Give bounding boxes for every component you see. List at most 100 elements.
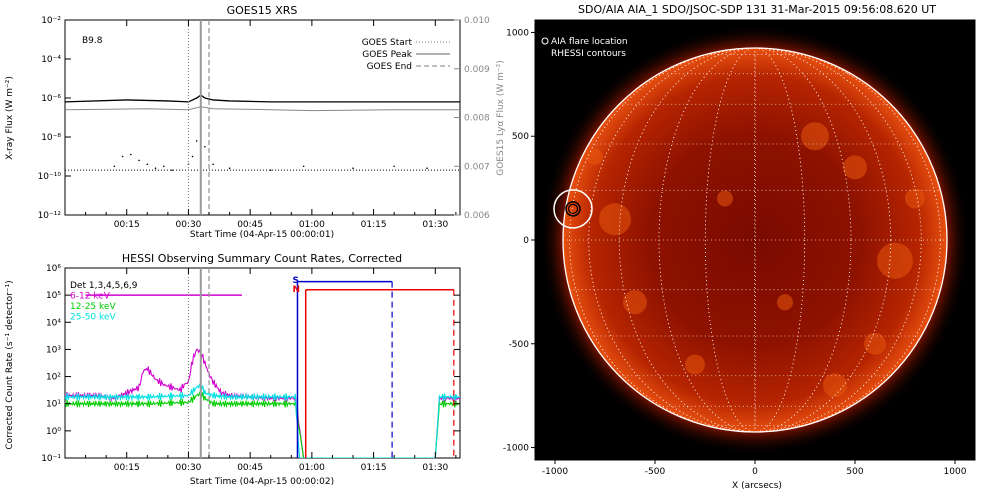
hessi-xtick-label: 00:45 xyxy=(237,463,263,473)
aia-xtick-label: -1000 xyxy=(542,467,568,477)
rhessi-contour xyxy=(567,203,579,214)
hessi-marker-s: S xyxy=(293,276,299,286)
goes-scatter-point xyxy=(426,167,428,169)
hessi-ytick-label: 10¹ xyxy=(46,400,61,410)
goes-xtick-label: 01:30 xyxy=(422,220,448,230)
aia-title: SDO/AIA AIA_1 SDO/JSOC-SDP 131 31-Mar-20… xyxy=(578,3,936,16)
goes-scatter-point xyxy=(269,169,272,171)
hessi-xlabel: Start Time (04-Apr-15 00:00:02) xyxy=(190,477,334,487)
aia-panel: SDO/AIA AIA_1 SDO/JSOC-SDP 131 31-Mar-20… xyxy=(503,3,976,491)
aia-flare-location-circle xyxy=(553,189,593,229)
active-region xyxy=(717,190,733,207)
active-region xyxy=(599,203,631,236)
aia-ytick-label: 0 xyxy=(523,236,529,246)
active-region xyxy=(587,148,603,165)
goes-annotation: B9.8 xyxy=(82,36,103,46)
longitude-grid-line xyxy=(618,47,892,433)
aia-xtick-label: 500 xyxy=(846,467,863,477)
aia-ytick-label: 500 xyxy=(512,132,529,142)
solar-limb xyxy=(562,47,948,433)
hessi-ytick-label: 10⁻¹ xyxy=(41,454,61,464)
goes-ytick-right-label: 0.006 xyxy=(464,211,490,221)
active-region xyxy=(905,188,925,209)
goes-xtick-label: 00:15 xyxy=(114,220,140,230)
goes-scatter-point xyxy=(191,155,194,158)
active-region xyxy=(777,294,793,311)
hessi-legend-label: 6-12 keV xyxy=(70,292,111,302)
hessi-panel: HESSI Observing Summary Count Rates, Cor… xyxy=(5,252,461,487)
goes-scatter-point xyxy=(162,165,165,168)
goes-scatter-point xyxy=(204,145,206,148)
active-region xyxy=(864,332,886,355)
goes-scatter-point xyxy=(130,153,132,156)
hessi-title: HESSI Observing Summary Count Rates, Cor… xyxy=(122,252,402,265)
goes-ytick-label: 10⁻⁴ xyxy=(41,55,61,65)
hessi-ytick-label: 10⁶ xyxy=(46,264,61,274)
hessi-xtick-label: 01:15 xyxy=(361,463,387,473)
goes-legend-label: GOES Start xyxy=(362,38,413,48)
goes-scatter-point xyxy=(146,163,149,166)
hessi-ytick-label: 10² xyxy=(46,373,61,383)
aia-xtick-label: 0 xyxy=(752,467,758,477)
hessi-legend-label: 12-25 keV xyxy=(70,302,116,312)
aia-xtick-label: -500 xyxy=(645,467,666,477)
goes-xtick-label: 00:45 xyxy=(237,220,263,230)
hessi-legend-label: Det 1,3,4,5,6,9 xyxy=(70,281,138,291)
goes-xtick-label: 01:15 xyxy=(361,220,387,230)
goes-scatter-point xyxy=(113,165,116,168)
goes-ylabel-right: GOES15 Lyα Flux (W m⁻²) xyxy=(496,60,506,176)
hessi-xtick-label: 01:00 xyxy=(299,463,325,473)
hessi-ytick-label: 10⁵ xyxy=(46,291,61,301)
goes-scatter-point xyxy=(154,167,157,169)
goes-scatter-point xyxy=(121,155,124,158)
goes-ylabel-left: X-ray Flux (W m⁻²) xyxy=(5,76,15,160)
aia-ytick-label: -500 xyxy=(509,340,530,350)
goes-xlabel: Start Time (04-Apr-15 00:00:01) xyxy=(190,230,334,240)
goes-ytick-right-label: 0.009 xyxy=(464,65,490,75)
active-region xyxy=(843,155,867,180)
goes-series-line-2 xyxy=(65,106,460,112)
goes-ytick-label: 10⁻² xyxy=(41,16,61,26)
goes-scatter-point xyxy=(195,140,198,142)
aia-legend-circle-icon xyxy=(541,37,549,45)
goes-scatter-point xyxy=(171,169,173,171)
goes-scatter-point xyxy=(228,167,231,169)
aia-legend-label: AIA flare location xyxy=(551,37,628,47)
goes-ytick-right-label: 0.007 xyxy=(464,162,490,172)
hessi-legend-label: 25-50 keV xyxy=(70,313,116,323)
hessi-marker-n: N xyxy=(293,285,301,295)
goes-legend-label: GOES End xyxy=(367,62,412,72)
goes-title: GOES15 XRS xyxy=(227,4,298,17)
rhessi-contour xyxy=(565,201,581,217)
goes-xtick-label: 00:30 xyxy=(175,220,201,230)
active-region xyxy=(623,290,647,315)
active-region xyxy=(685,354,705,375)
goes-ytick-label: 10⁻¹⁰ xyxy=(38,172,62,182)
hessi-xtick-label: 00:15 xyxy=(114,463,140,473)
goes-scatter-point xyxy=(212,163,214,166)
goes-ytick-label: 10⁻⁶ xyxy=(41,94,61,104)
goes-ytick-label: 10⁻⁸ xyxy=(41,133,61,143)
hessi-ytick-label: 10⁰ xyxy=(46,427,61,437)
goes-scatter-point xyxy=(138,159,140,162)
goes-legend-label: GOES Peak xyxy=(362,50,412,60)
goes-scatter-point xyxy=(393,165,395,168)
hessi-xtick-label: 01:30 xyxy=(422,463,448,473)
goes-ytick-label: 10⁻¹² xyxy=(38,211,62,221)
goes-xtick-label: 01:00 xyxy=(299,220,325,230)
hessi-series-25-50-kev xyxy=(65,383,460,458)
goes-ytick-right-label: 0.008 xyxy=(464,114,490,124)
aia-xlabel: X (arcsecs) xyxy=(732,481,782,491)
goes-ytick-right-label: 0.010 xyxy=(464,16,490,26)
active-region xyxy=(801,122,829,151)
aia-ytick-label: -1000 xyxy=(503,444,529,454)
active-region xyxy=(823,373,847,398)
active-region xyxy=(877,242,913,279)
goes-xrs-panel: GOES15 XRS 00:15 00:30 00:45 01:00 01:15 01:3… xyxy=(5,4,506,240)
goes-scatter-point xyxy=(302,165,305,168)
hessi-ylabel: Corrected Count Rate (s⁻¹ detector⁻¹) xyxy=(5,280,15,449)
hessi-plot-frame xyxy=(64,267,461,459)
hessi-ytick-label: 10³ xyxy=(46,345,61,355)
hessi-series-12-25-kev xyxy=(65,391,460,458)
